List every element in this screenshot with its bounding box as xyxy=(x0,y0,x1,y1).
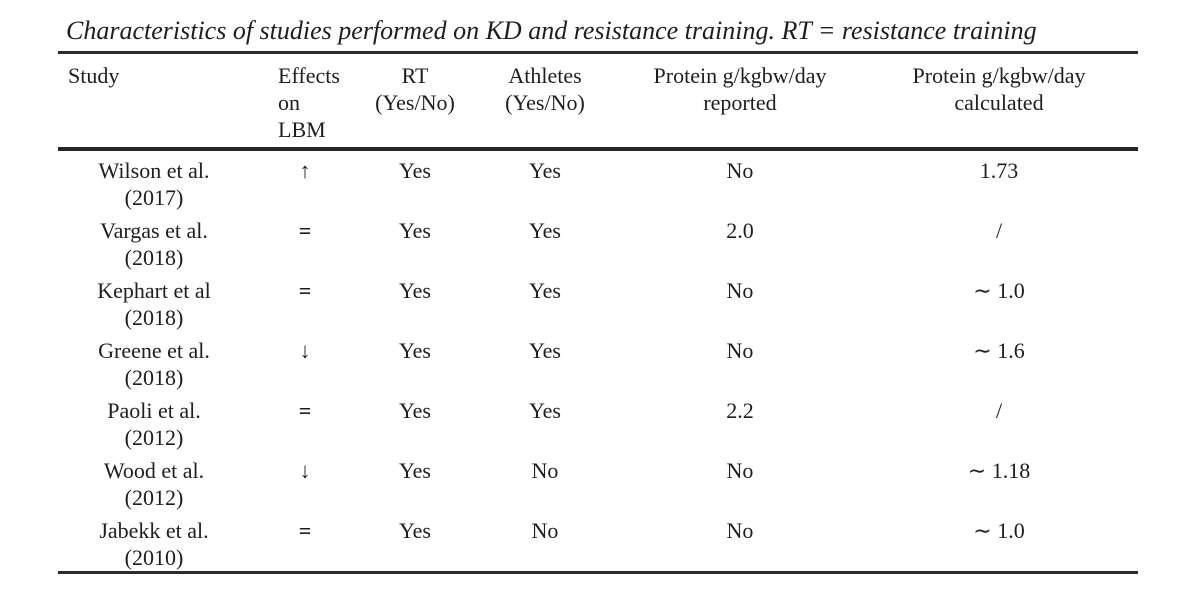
protein-calculated-cell: ∼ 1.0 xyxy=(973,518,1025,543)
study-name: Vargas et al. xyxy=(100,218,208,243)
header-line: on xyxy=(278,90,300,115)
header-line: Protein g/kgbw/day xyxy=(912,63,1086,88)
protein-calculated-cell: / xyxy=(995,398,1003,423)
rt-cell: Yes xyxy=(398,278,431,303)
table-header-row: Study Effects on LBM RT (Yes/No) Athlete… xyxy=(58,54,1138,151)
studies-table: Study Effects on LBM RT (Yes/No) Athlete… xyxy=(58,54,1138,574)
header-line: LBM xyxy=(278,117,326,142)
effect-on-lbm-cell: = xyxy=(298,398,312,423)
table-row: Kephart et al (2018) = Yes Yes No ∼ 1.0 xyxy=(58,271,1138,331)
protein-reported-cell: 2.2 xyxy=(726,398,754,423)
athletes-cell: Yes xyxy=(528,338,561,363)
table-row: Wilson et al. (2017) ↑ Yes Yes No 1.73 xyxy=(58,149,1138,211)
study-year: (2017) xyxy=(124,185,184,210)
study-cell: Wilson et al. (2017) xyxy=(58,149,250,211)
table-row: Paoli et al. (2012) = Yes Yes 2.2 / xyxy=(58,391,1138,451)
effect-on-lbm-cell: = xyxy=(298,218,312,243)
study-name: Greene et al. xyxy=(98,338,210,363)
column-header-rt: RT (Yes/No) xyxy=(360,54,470,151)
header-line: calculated xyxy=(954,90,1044,115)
study-year: (2010) xyxy=(124,545,184,570)
athletes-cell: Yes xyxy=(528,218,561,243)
study-name: Wood et al. xyxy=(103,458,205,483)
rt-cell: Yes xyxy=(398,518,431,543)
protein-calculated-cell: ∼ 1.0 xyxy=(973,278,1025,303)
protein-reported-cell: No xyxy=(726,518,754,543)
protein-calculated-cell: ∼ 1.6 xyxy=(973,338,1025,363)
rt-cell: Yes xyxy=(398,398,431,423)
study-name: Paoli et al. xyxy=(107,398,201,423)
study-year: (2018) xyxy=(124,365,184,390)
study-cell: Jabekk et al. (2010) xyxy=(58,511,250,573)
rt-cell: Yes xyxy=(398,218,431,243)
study-cell: Greene et al. (2018) xyxy=(58,331,250,391)
athletes-cell: Yes xyxy=(528,158,561,183)
study-cell: Kephart et al (2018) xyxy=(58,271,250,331)
protein-reported-cell: No xyxy=(726,338,754,363)
athletes-cell: No xyxy=(531,518,559,543)
protein-reported-cell: No xyxy=(726,278,754,303)
protein-reported-cell: 2.0 xyxy=(726,218,754,243)
table-row: Wood et al. (2012) ↓ Yes No No ∼ 1.18 xyxy=(58,451,1138,511)
column-header-study: Study xyxy=(58,54,250,151)
athletes-cell: No xyxy=(531,458,559,483)
rt-cell: Yes xyxy=(398,338,431,363)
effect-on-lbm-cell: = xyxy=(298,518,312,543)
protein-calculated-cell: 1.73 xyxy=(979,158,1019,183)
column-header-effects-on-lbm: Effects on LBM xyxy=(250,54,360,151)
study-name: Kephart et al xyxy=(97,278,211,303)
study-cell: Wood et al. (2012) xyxy=(58,451,250,511)
header-line: RT xyxy=(401,63,429,88)
header-line: reported xyxy=(703,90,777,115)
study-cell: Paoli et al. (2012) xyxy=(58,391,250,451)
header-line: (Yes/No) xyxy=(505,90,585,115)
effect-on-lbm-cell: ↓ xyxy=(299,458,311,483)
protein-calculated-cell: / xyxy=(995,218,1003,243)
table-row: Greene et al. (2018) ↓ Yes Yes No ∼ 1.6 xyxy=(58,331,1138,391)
header-line: Study xyxy=(68,63,120,88)
study-year: (2012) xyxy=(124,485,184,510)
athletes-cell: Yes xyxy=(528,398,561,423)
column-header-protein-reported: Protein g/kgbw/day reported xyxy=(620,54,860,151)
header-line: Effects xyxy=(278,63,340,88)
table-caption: Characteristics of studies performed on … xyxy=(58,0,1138,54)
study-cell: Vargas et al. (2018) xyxy=(58,211,250,271)
protein-reported-cell: No xyxy=(726,458,754,483)
study-name: Jabekk et al. xyxy=(99,518,209,543)
effect-on-lbm-cell: ↓ xyxy=(299,338,311,363)
header-line: Protein g/kgbw/day xyxy=(653,63,827,88)
table-row: Vargas et al. (2018) = Yes Yes 2.0 / xyxy=(58,211,1138,271)
protein-reported-cell: No xyxy=(726,158,754,183)
table-row: Jabekk et al. (2010) = Yes No No ∼ 1.0 xyxy=(58,511,1138,573)
column-header-protein-calculated: Protein g/kgbw/day calculated xyxy=(860,54,1138,151)
study-year: (2012) xyxy=(124,425,184,450)
column-header-athletes: Athletes (Yes/No) xyxy=(470,54,620,151)
study-year: (2018) xyxy=(124,245,184,270)
effect-on-lbm-cell: = xyxy=(298,278,312,303)
rt-cell: Yes xyxy=(398,158,431,183)
header-line: (Yes/No) xyxy=(375,90,455,115)
header-line: Athletes xyxy=(508,63,582,88)
protein-calculated-cell: ∼ 1.18 xyxy=(967,458,1031,483)
study-year: (2018) xyxy=(124,305,184,330)
effect-on-lbm-cell: ↑ xyxy=(299,158,311,183)
athletes-cell: Yes xyxy=(528,278,561,303)
rt-cell: Yes xyxy=(398,458,431,483)
study-name: Wilson et al. xyxy=(98,158,210,183)
